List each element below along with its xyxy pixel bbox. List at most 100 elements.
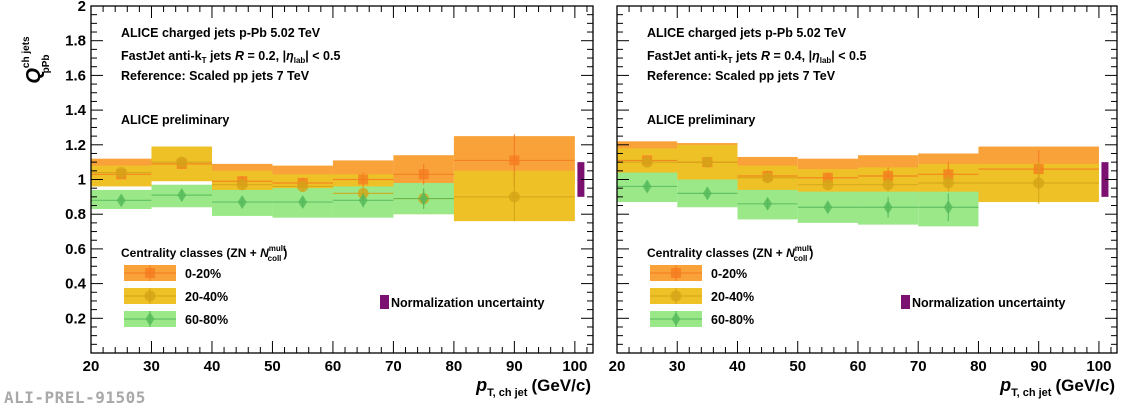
annotation-preliminary: ALICE preliminary: [121, 113, 229, 127]
data-point-square: [822, 172, 833, 183]
y-tick-label: 1.2: [65, 137, 86, 154]
data-point-circle: [882, 179, 894, 191]
data-point-diamond: [298, 195, 308, 210]
data-point-circle: [701, 156, 713, 168]
x-tick-label: 30: [143, 358, 160, 375]
data-point-diamond: [237, 195, 247, 210]
plot-area-2: [617, 141, 1099, 227]
normalization-legend-swatch: [901, 295, 910, 309]
x-tick-label: 100: [562, 358, 587, 375]
y-tick-label: 1: [78, 172, 86, 189]
data-point-diamond: [358, 193, 368, 208]
data-point-diamond: [702, 186, 712, 201]
data-point-circle: [236, 179, 248, 191]
data-point-diamond: [763, 196, 773, 211]
legend-item: 0-20%: [650, 265, 747, 281]
data-point-circle: [942, 177, 954, 189]
legend-label: 0-20%: [185, 267, 221, 281]
data-point-circle: [144, 290, 156, 302]
data-point-diamond: [883, 200, 893, 215]
normalization-legend-label: Normalization uncertainty: [912, 296, 1066, 310]
preliminary-id: ALI-PREL-91505: [4, 388, 146, 407]
data-point-circle: [762, 172, 774, 184]
legend-label: 0-20%: [711, 267, 747, 281]
x-tick-label: 90: [506, 358, 523, 375]
x-tick-label: 80: [970, 358, 987, 375]
x-tick-label: 70: [385, 358, 402, 375]
y-tick-label: 1.8: [65, 33, 86, 50]
data-point-circle: [297, 180, 309, 192]
x-tick-label: 70: [910, 358, 927, 375]
annotation-system: ALICE charged jets p-Pb 5.02 TeV: [121, 26, 321, 40]
x-tick-label: 30: [669, 358, 686, 375]
x-tick-label: 20: [609, 358, 626, 375]
y-axis-label: Qch jets pPb: [21, 36, 52, 84]
y-tick-label: 1.4: [65, 102, 87, 119]
x-tick-label: 80: [446, 358, 463, 375]
data-point-circle: [176, 156, 188, 168]
x-tick-label: 100: [1086, 358, 1111, 375]
data-point-diamond: [671, 312, 681, 326]
x-tick-label: 50: [264, 358, 281, 375]
annotation-preliminary: ALICE preliminary: [647, 113, 755, 127]
normalization-legend-swatch: [380, 295, 389, 309]
y-tick-label: 2: [78, 0, 86, 15]
y-tick-label: 0.4: [65, 276, 87, 293]
x-axis-label: pT, ch jet (GeV/c): [475, 375, 591, 399]
legend-title: Centrality classes (ZN + Nmult coll): [647, 244, 813, 263]
x-tick-label: 40: [204, 358, 221, 375]
data-point-circle: [670, 290, 682, 302]
x-axis-label: pT, ch jet (GeV/c): [999, 375, 1115, 399]
plot-area-1: [91, 134, 575, 222]
data-point-diamond: [943, 200, 953, 215]
legend-label: 60-80%: [711, 313, 754, 327]
chart-panel-1: 20 30 40 50 60 70 80 90 100 0.2 0.4 0.6 0.8 1 1.2 1.4 1.…: [21, 0, 594, 399]
annotation-jets: FastJet anti-kT jets R = 0.2, |ηlab| < 0…: [121, 49, 340, 65]
data-point-diamond: [642, 179, 652, 194]
annotation-reference: Reference: Scaled pp jets 7 TeV: [121, 69, 310, 83]
x-tick-label: 40: [729, 358, 746, 375]
x-tick-label: 90: [1030, 358, 1047, 375]
data-point-diamond: [823, 200, 833, 215]
data-point-square: [358, 174, 369, 185]
legend-item: 0-20%: [124, 265, 221, 281]
data-point-circle: [822, 179, 834, 191]
data-point-square: [671, 268, 681, 278]
legend-label: 60-80%: [185, 313, 228, 327]
data-point-diamond: [177, 188, 187, 203]
legend-item: 60-80%: [124, 311, 228, 327]
x-tick-label: 60: [325, 358, 342, 375]
data-point-diamond: [116, 193, 126, 208]
data-point-square: [145, 268, 155, 278]
data-point-circle: [508, 191, 520, 203]
legend-item: 60-80%: [650, 311, 754, 327]
y-tick-label: 0.6: [65, 241, 86, 258]
legend-label: 20-40%: [711, 290, 754, 304]
x-tick-label: 60: [850, 358, 867, 375]
normalization-legend-label: Normalization uncertainty: [391, 296, 545, 310]
data-point-diamond: [419, 191, 429, 206]
data-point-circle: [115, 167, 127, 179]
data-point-square: [509, 155, 520, 166]
y-tick-label: 1.6: [65, 67, 86, 84]
normalization-band: [577, 162, 585, 197]
normalization-band: [1101, 162, 1109, 197]
data-point-circle: [641, 156, 653, 168]
data-point-diamond: [145, 312, 155, 326]
annotation-reference: Reference: Scaled pp jets 7 TeV: [647, 69, 836, 83]
legend-item: 20-40%: [650, 288, 754, 304]
y-tick-label: 0.8: [65, 206, 86, 223]
legend-label: 20-40%: [185, 290, 228, 304]
legend-title: Centrality classes (ZN + Nmult coll): [121, 244, 287, 263]
y-tick-label: 0.2: [65, 310, 86, 327]
x-tick-label: 50: [789, 358, 806, 375]
data-point-square: [418, 169, 429, 180]
annotation-system: ALICE charged jets p-Pb 5.02 TeV: [647, 26, 847, 40]
legend-item: 20-40%: [124, 288, 228, 304]
data-point-square: [883, 171, 894, 182]
annotation-jets: FastJet anti-kT jets R = 0.4, |ηlab| < 0…: [647, 49, 866, 65]
x-tick-label: 20: [83, 358, 100, 375]
data-point-circle: [1033, 177, 1045, 189]
